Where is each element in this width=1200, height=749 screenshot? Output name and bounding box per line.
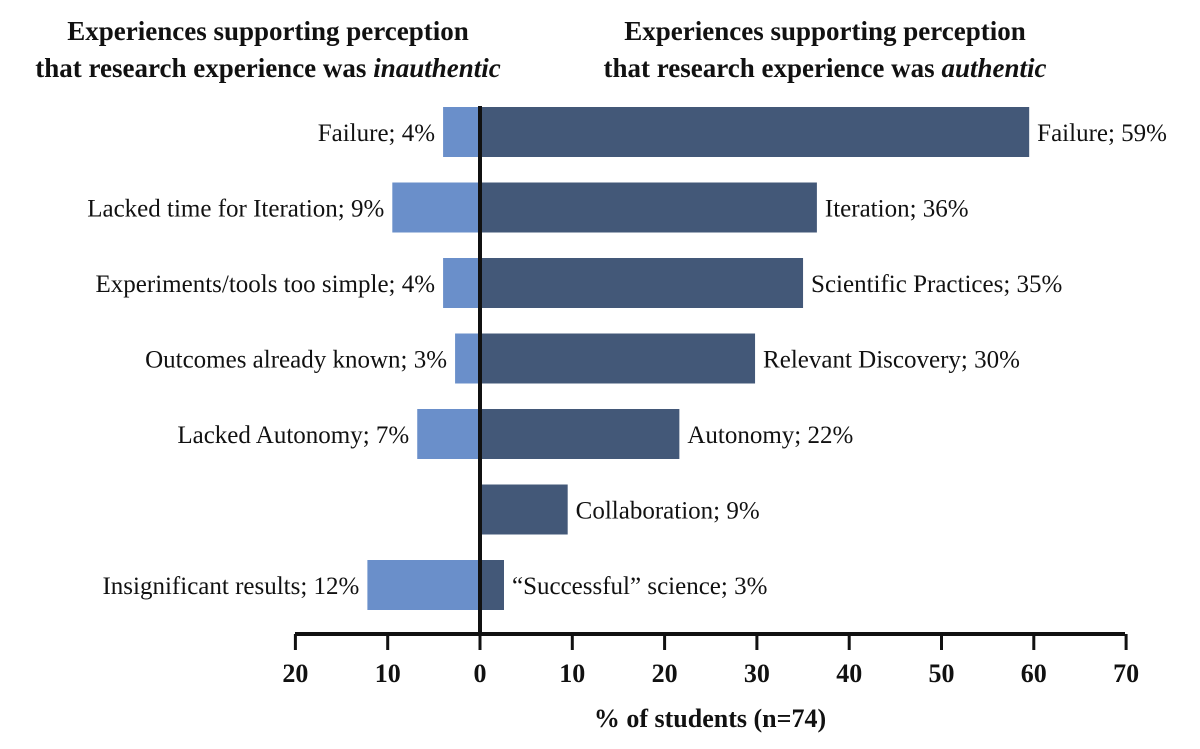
bar-inauthentic <box>417 409 480 459</box>
bar-label-authentic: Collaboration; 9% <box>576 498 760 525</box>
bar-label-authentic: Scientific Practices; 35% <box>811 271 1062 298</box>
x-tick-label: 60 <box>1021 659 1047 688</box>
right-title-prefix: that research experience was <box>604 53 942 83</box>
bar-inauthentic <box>392 182 480 233</box>
bar-label-authentic: “Successful” science; 3% <box>512 573 767 600</box>
left-title-prefix: that research experience was <box>35 53 373 83</box>
left-title-line1: Experiences supporting perception <box>67 16 469 46</box>
bar-labels: Failure; 4% Failure; 59% Lacked time for I… <box>87 120 1167 600</box>
left-title-emphasis: inauthentic <box>373 53 501 83</box>
left-title-line2: that research experience was inauthentic <box>35 53 500 83</box>
right-title-emphasis: authentic <box>941 53 1046 83</box>
bar-label-inauthentic: Failure; 4% <box>318 120 435 147</box>
bar-label-authentic: Autonomy; 22% <box>687 422 853 449</box>
authentic-bars <box>480 107 1030 610</box>
bar-authentic <box>480 484 568 535</box>
bar-authentic <box>480 258 804 308</box>
x-tick-label: 20 <box>282 659 308 688</box>
bar-authentic <box>480 333 756 384</box>
x-tick-label: 20 <box>652 659 678 688</box>
bar-label-inauthentic: Insignificant results; 12% <box>102 573 359 600</box>
bar-label-inauthentic: Outcomes already known; 3% <box>145 347 447 374</box>
x-tick-label: 30 <box>744 659 770 688</box>
x-tick-label: 50 <box>929 659 955 688</box>
right-title-line2: that research experience was authentic <box>604 53 1047 83</box>
x-tick-label: 0 <box>474 659 487 688</box>
bar-authentic <box>480 107 1030 157</box>
bar-authentic <box>480 560 504 610</box>
right-title-line1: Experiences supporting perception <box>624 16 1026 46</box>
bar-label-inauthentic: Lacked Autonomy; 7% <box>177 422 409 449</box>
bar-label-authentic: Failure; 59% <box>1037 120 1167 147</box>
bar-label-inauthentic: Experiments/tools too simple; 4% <box>96 271 436 298</box>
x-tick-label: 10 <box>559 659 585 688</box>
bar-label-authentic: Relevant Discovery; 30% <box>763 347 1020 374</box>
bar-inauthentic <box>367 560 480 610</box>
bar-inauthentic <box>443 258 480 308</box>
x-tick-label: 10 <box>375 659 401 688</box>
inauthentic-bars <box>367 107 480 610</box>
x-axis-title: % of students (n=74) <box>594 704 826 733</box>
x-tick-label: 40 <box>836 659 862 688</box>
bar-label-authentic: Iteration; 36% <box>825 196 969 223</box>
x-axis: 20 10 0 10 20 30 40 50 60 70 <box>282 632 1139 688</box>
bar-label-inauthentic: Lacked time for Iteration; 9% <box>87 196 384 223</box>
bar-inauthentic <box>443 107 480 157</box>
bar-authentic <box>480 182 817 233</box>
bar-inauthentic <box>455 333 480 384</box>
x-tick-label: 70 <box>1113 659 1139 688</box>
bar-authentic <box>480 409 680 459</box>
